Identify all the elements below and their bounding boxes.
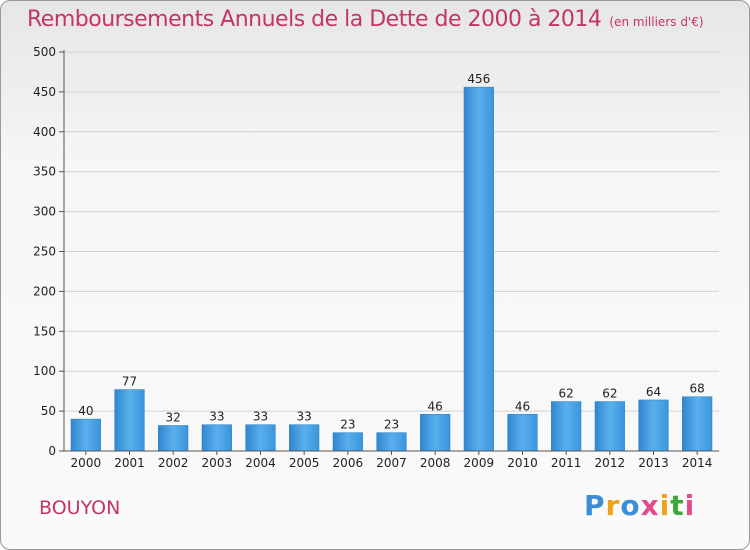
x-tick-label-2009: 2009 bbox=[464, 456, 495, 470]
chart-unit: (en milliers d'€) bbox=[609, 15, 704, 29]
x-tick-label-2003: 2003 bbox=[202, 456, 233, 470]
x-tick-label-2006: 2006 bbox=[333, 456, 364, 470]
data-label-2009: 456 bbox=[467, 72, 490, 86]
y-tick-label: 200 bbox=[33, 284, 56, 298]
logo-letter: t bbox=[670, 489, 685, 522]
bar-2011 bbox=[551, 401, 582, 452]
x-tick-label-2005: 2005 bbox=[289, 456, 320, 470]
bar-2014 bbox=[682, 396, 713, 452]
y-tick-label: 100 bbox=[33, 364, 56, 378]
x-tick-label-2007: 2007 bbox=[376, 456, 407, 470]
proxiti-logo: Proxiti bbox=[584, 489, 695, 522]
x-tick-label-2008: 2008 bbox=[420, 456, 451, 470]
y-tick-label: 150 bbox=[33, 324, 56, 338]
y-tick-label: 400 bbox=[33, 125, 56, 139]
data-label-2000: 40 bbox=[78, 404, 93, 418]
data-label-2004: 33 bbox=[253, 410, 268, 424]
data-label-2013: 64 bbox=[646, 385, 661, 399]
bar-2002 bbox=[158, 425, 189, 452]
data-label-2008: 46 bbox=[428, 399, 443, 413]
data-label-2010: 46 bbox=[515, 399, 530, 413]
bar-2000 bbox=[70, 418, 101, 452]
bar-2001 bbox=[114, 389, 145, 452]
bar-2013 bbox=[638, 399, 669, 452]
x-tick-label-2002: 2002 bbox=[158, 456, 189, 470]
data-label-2011: 62 bbox=[559, 387, 574, 401]
x-tick-label-2013: 2013 bbox=[638, 456, 669, 470]
data-label-2014: 68 bbox=[690, 382, 705, 396]
data-label-2003: 33 bbox=[209, 410, 224, 424]
bar-2003 bbox=[201, 424, 232, 452]
x-tick-label-2012: 2012 bbox=[595, 456, 626, 470]
x-tick-label-2001: 2001 bbox=[114, 456, 145, 470]
x-tick-label-2014: 2014 bbox=[682, 456, 713, 470]
logo-letter: x bbox=[640, 489, 660, 522]
chart-title: Remboursements Annuels de la Dette de 20… bbox=[27, 7, 704, 32]
commune-name: BOUYON bbox=[39, 497, 121, 519]
data-label-2006: 23 bbox=[340, 418, 355, 432]
bar-2012 bbox=[594, 401, 625, 452]
logo-letter: P bbox=[584, 489, 606, 522]
y-tick-label: 300 bbox=[33, 205, 56, 219]
bar-2006 bbox=[332, 432, 363, 452]
logo-letter: i bbox=[659, 489, 671, 522]
y-tick-label: 350 bbox=[33, 165, 56, 179]
data-label-2012: 62 bbox=[602, 387, 617, 401]
data-label-2007: 23 bbox=[384, 418, 399, 432]
y-tick-label: 50 bbox=[41, 404, 56, 418]
data-label-2005: 33 bbox=[297, 410, 312, 424]
x-tick-label-2000: 2000 bbox=[71, 456, 102, 470]
y-tick-label: 0 bbox=[48, 444, 56, 458]
y-tick-label: 500 bbox=[33, 45, 56, 59]
logo-letter: i bbox=[684, 489, 696, 522]
bar-2007 bbox=[376, 432, 407, 452]
y-tick-label: 450 bbox=[33, 85, 56, 99]
logo-letter: r bbox=[605, 489, 621, 522]
logo-letter: o bbox=[620, 489, 641, 522]
data-label-2001: 77 bbox=[122, 375, 137, 389]
x-tick-label-2011: 2011 bbox=[551, 456, 582, 470]
x-tick-label-2010: 2010 bbox=[507, 456, 538, 470]
bar-2004 bbox=[245, 424, 276, 452]
bar-2008 bbox=[420, 414, 451, 452]
x-tick-label-2004: 2004 bbox=[245, 456, 276, 470]
bar-2005 bbox=[289, 424, 320, 452]
data-label-2002: 32 bbox=[166, 410, 181, 424]
y-tick-label: 250 bbox=[33, 245, 56, 259]
bar-2009 bbox=[463, 86, 494, 452]
bar-2010 bbox=[507, 414, 538, 452]
